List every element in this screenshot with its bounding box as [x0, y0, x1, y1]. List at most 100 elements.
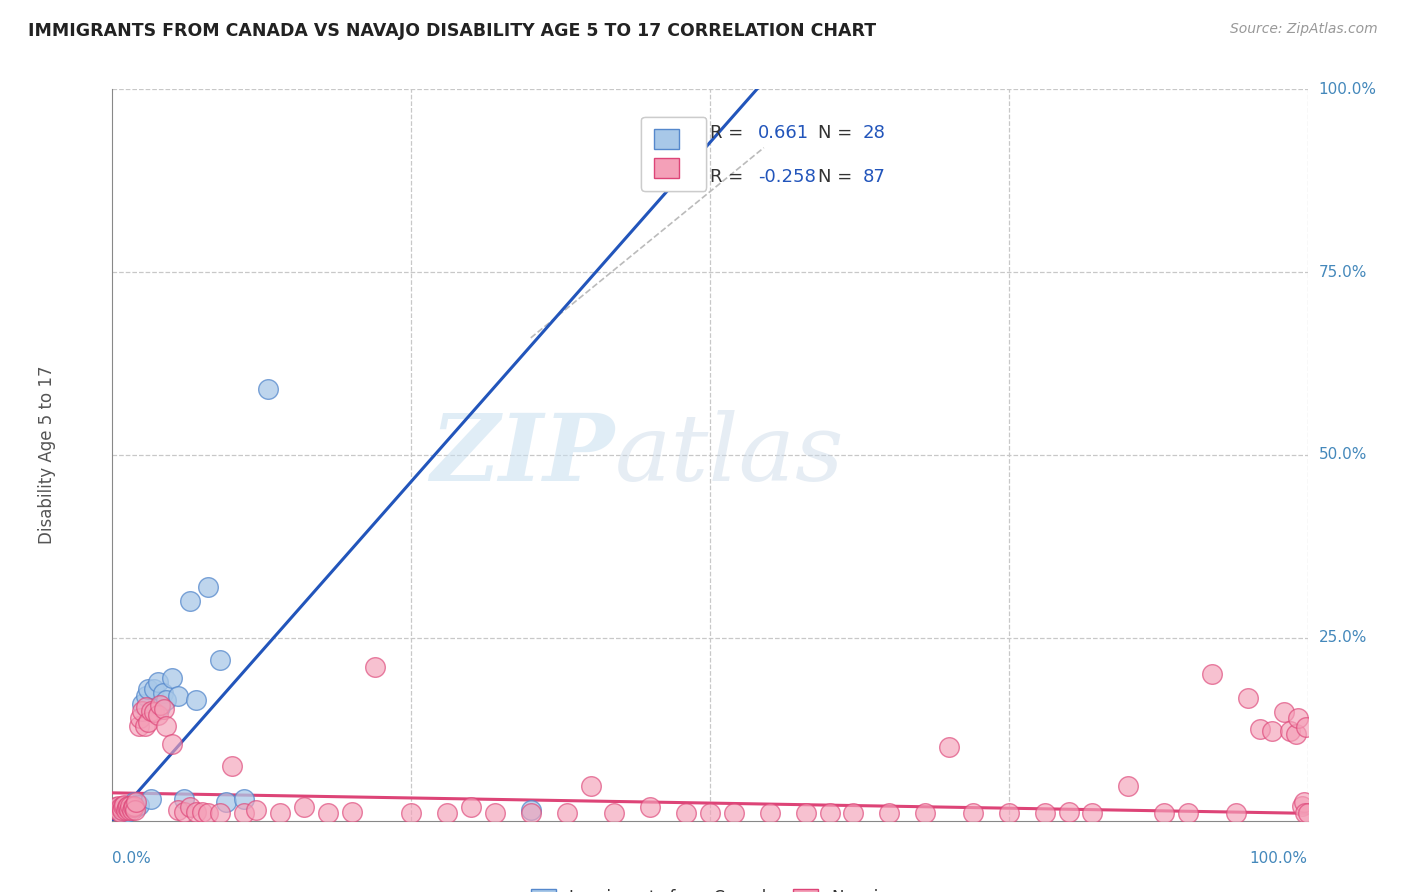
- Point: [131, 697, 153, 711]
- Point: [115, 800, 138, 814]
- Point: [998, 806, 1021, 821]
- Point: [1057, 805, 1080, 819]
- Point: [794, 806, 817, 821]
- Point: [105, 803, 128, 817]
- Point: [759, 806, 782, 821]
- Point: [149, 698, 172, 712]
- Point: [121, 803, 143, 817]
- Point: [460, 800, 482, 814]
- Point: [555, 806, 578, 821]
- Text: 87: 87: [863, 168, 886, 186]
- Point: [579, 779, 602, 793]
- Point: [125, 796, 148, 810]
- Point: [155, 693, 177, 707]
- Point: [675, 806, 697, 821]
- Point: [143, 681, 166, 696]
- Point: [114, 797, 135, 812]
- Point: [107, 800, 129, 814]
- Point: [118, 803, 141, 817]
- Text: -0.258: -0.258: [758, 168, 815, 186]
- Point: [124, 803, 146, 817]
- Point: [1286, 711, 1309, 725]
- Point: [179, 800, 201, 814]
- Point: [699, 806, 721, 821]
- Point: [221, 758, 243, 772]
- Text: 25.0%: 25.0%: [1319, 631, 1367, 645]
- Point: [638, 800, 662, 814]
- Point: [962, 806, 984, 821]
- Point: [120, 799, 142, 814]
- Point: [112, 799, 135, 814]
- Point: [723, 806, 745, 821]
- Point: [107, 799, 129, 814]
- Point: [186, 693, 208, 707]
- Point: [914, 806, 936, 821]
- Text: Source: ZipAtlas.com: Source: ZipAtlas.com: [1230, 22, 1378, 37]
- Point: [117, 799, 139, 814]
- Text: 75.0%: 75.0%: [1319, 265, 1367, 279]
- Point: [877, 806, 900, 821]
- Point: [364, 660, 387, 674]
- Point: [135, 700, 157, 714]
- Point: [232, 806, 256, 821]
- Text: N =: N =: [818, 168, 852, 186]
- Point: [111, 803, 134, 817]
- Text: atlas: atlas: [614, 410, 844, 500]
- Point: [1272, 706, 1295, 720]
- Point: [173, 805, 195, 819]
- Point: [122, 796, 145, 810]
- Point: [1081, 806, 1104, 821]
- Point: [208, 653, 231, 667]
- Point: [603, 806, 626, 821]
- Point: [135, 690, 157, 704]
- Point: [131, 704, 153, 718]
- Text: ZIP: ZIP: [430, 410, 614, 500]
- Point: [269, 806, 291, 821]
- Text: 100.0%: 100.0%: [1319, 82, 1376, 96]
- Point: [186, 805, 208, 819]
- Point: [1177, 806, 1199, 821]
- Point: [162, 671, 183, 685]
- Text: 50.0%: 50.0%: [1319, 448, 1367, 462]
- Point: [111, 803, 134, 817]
- Point: [125, 800, 148, 814]
- Text: 0.661: 0.661: [758, 124, 808, 142]
- Text: IMMIGRANTS FROM CANADA VS NAVAJO DISABILITY AGE 5 TO 17 CORRELATION CHART: IMMIGRANTS FROM CANADA VS NAVAJO DISABIL…: [28, 22, 876, 40]
- Point: [1278, 724, 1301, 739]
- Point: [129, 711, 152, 725]
- Point: [167, 690, 190, 704]
- Point: [146, 707, 169, 722]
- Text: 100.0%: 100.0%: [1250, 851, 1308, 866]
- Point: [484, 806, 506, 821]
- Text: 0.0%: 0.0%: [112, 851, 152, 866]
- Point: [139, 704, 162, 718]
- Point: [1153, 806, 1175, 821]
- Point: [401, 806, 423, 821]
- Point: [115, 805, 138, 819]
- Point: [938, 740, 960, 755]
- Point: [114, 803, 136, 817]
- Point: [128, 797, 150, 812]
- Point: [173, 791, 195, 805]
- Point: [1294, 806, 1316, 821]
- Point: [215, 796, 238, 810]
- Point: [105, 800, 128, 814]
- Point: [340, 805, 363, 819]
- Point: [1225, 806, 1247, 821]
- Point: [316, 806, 339, 821]
- Point: [153, 702, 176, 716]
- Point: [1201, 667, 1223, 681]
- Point: [143, 706, 166, 720]
- Point: [108, 805, 131, 819]
- Point: [114, 799, 135, 814]
- Point: [167, 803, 190, 817]
- Point: [436, 806, 458, 821]
- Point: [134, 718, 156, 732]
- Legend: , : ,: [641, 117, 706, 191]
- Point: [162, 737, 183, 751]
- Point: [120, 799, 142, 814]
- Point: [1260, 724, 1282, 739]
- Point: [152, 686, 174, 700]
- Text: R =: R =: [710, 124, 744, 142]
- Point: [121, 800, 143, 814]
